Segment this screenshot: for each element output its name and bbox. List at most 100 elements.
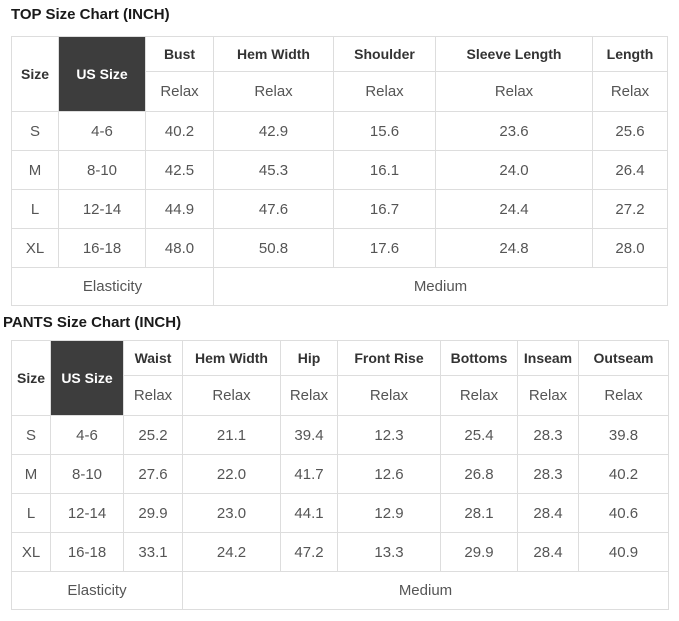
pants-cell-s-us-size: 4-6	[50, 415, 124, 455]
top-cell-l-bust: 44.9	[145, 189, 214, 229]
top-column-header-size: Size	[11, 36, 59, 112]
pants-header-row: Size US Size Waist Hem Width Hip Front Rise Bo…	[11, 340, 669, 416]
pants-cell-xl-waist: 33.1	[123, 532, 183, 572]
top-size-chart-table: Size US Size Bust Hem Width Shoulder Sleeve L…	[11, 36, 668, 306]
pants-elasticity-label: Elasticity	[11, 571, 183, 610]
top-elasticity-label: Elasticity	[11, 267, 214, 306]
top-cell-l-hem-width: 47.6	[213, 189, 334, 229]
pants-fit-cell-inseam: Relax	[517, 375, 579, 416]
pants-row-s: S 4-6 25.2 21.1 39.4 12.3 25.4 28.3 39.8	[11, 415, 669, 455]
top-cell-s-shoulder: 15.6	[333, 111, 436, 151]
pants-fit-cell-bottoms: Relax	[440, 375, 518, 416]
pants-cell-l-inseam: 28.4	[517, 493, 579, 533]
top-cell-s-bust: 40.2	[145, 111, 214, 151]
pants-fit-cell-outseam: Relax	[578, 375, 669, 416]
top-size-cell-l: L	[11, 189, 59, 229]
top-cell-s-length: 25.6	[592, 111, 668, 151]
top-cell-m-bust: 42.5	[145, 150, 214, 190]
pants-cell-m-waist: 27.6	[123, 454, 183, 494]
top-cell-xl-us-size: 16-18	[58, 228, 146, 268]
pants-cell-m-outseam: 40.2	[578, 454, 669, 494]
pants-size-cell-m: M	[11, 454, 51, 494]
pants-column-header-us-size: US Size	[50, 340, 124, 416]
top-size-cell-m: M	[11, 150, 59, 190]
top-size-chart-title: TOP Size Chart (INCH)	[11, 6, 170, 23]
pants-cell-s-bottoms: 25.4	[440, 415, 518, 455]
top-cell-m-us-size: 8-10	[58, 150, 146, 190]
pants-cell-xl-outseam: 40.9	[578, 532, 669, 572]
top-fit-cell-length: Relax	[592, 71, 668, 112]
pants-size-chart-title: PANTS Size Chart (INCH)	[3, 314, 182, 331]
top-elasticity-value: Medium	[213, 267, 668, 306]
pants-cell-l-us-size: 12-14	[50, 493, 124, 533]
top-cell-xl-shoulder: 17.6	[333, 228, 436, 268]
pants-cell-m-hem-width: 22.0	[182, 454, 281, 494]
top-cell-m-sleeve-length: 24.0	[435, 150, 593, 190]
pants-cell-l-bottoms: 28.1	[440, 493, 518, 533]
pants-size-cell-xl: XL	[11, 532, 51, 572]
top-cell-l-sleeve-length: 24.4	[435, 189, 593, 229]
pants-fit-cell-hip: Relax	[280, 375, 338, 416]
pants-elasticity-row: Elasticity Medium	[11, 571, 669, 610]
pants-fit-cell-waist: Relax	[123, 375, 183, 416]
top-column-header-shoulder: Shoulder	[333, 36, 436, 72]
pants-column-header-inseam: Inseam	[517, 340, 579, 376]
pants-cell-l-outseam: 40.6	[578, 493, 669, 533]
top-cell-l-us-size: 12-14	[58, 189, 146, 229]
pants-size-chart-table: Size US Size Waist Hem Width Hip Front Rise Bo…	[11, 340, 669, 610]
pants-fit-cell-front-rise: Relax	[337, 375, 441, 416]
top-header-row: Size US Size Bust Hem Width Shoulder Sleeve L…	[11, 36, 668, 112]
top-fit-cell-hem-width: Relax	[213, 71, 334, 112]
top-row-m: M 8-10 42.5 45.3 16.1 24.0 26.4	[11, 150, 668, 190]
pants-cell-m-inseam: 28.3	[517, 454, 579, 494]
pants-row-l: L 12-14 29.9 23.0 44.1 12.9 28.1 28.4 40.6	[11, 493, 669, 533]
pants-cell-m-us-size: 8-10	[50, 454, 124, 494]
pants-cell-l-waist: 29.9	[123, 493, 183, 533]
pants-column-header-size: Size	[11, 340, 51, 416]
pants-cell-xl-front-rise: 13.3	[337, 532, 441, 572]
pants-cell-s-front-rise: 12.3	[337, 415, 441, 455]
pants-cell-l-hem-width: 23.0	[182, 493, 281, 533]
pants-cell-m-hip: 41.7	[280, 454, 338, 494]
pants-column-header-hem-width: Hem Width	[182, 340, 281, 376]
top-fit-cell-shoulder: Relax	[333, 71, 436, 112]
pants-size-cell-l: L	[11, 493, 51, 533]
top-cell-s-us-size: 4-6	[58, 111, 146, 151]
top-size-cell-s: S	[11, 111, 59, 151]
pants-column-header-outseam: Outseam	[578, 340, 669, 376]
top-fit-row: Relax Relax Relax Relax Relax	[12, 71, 668, 112]
pants-cell-xl-us-size: 16-18	[50, 532, 124, 572]
pants-cell-s-hem-width: 21.1	[182, 415, 281, 455]
pants-fit-row: Relax Relax Relax Relax Relax Relax Relax	[12, 375, 669, 416]
pants-size-cell-s: S	[11, 415, 51, 455]
top-cell-s-hem-width: 42.9	[213, 111, 334, 151]
top-cell-l-length: 27.2	[592, 189, 668, 229]
pants-cell-xl-hip: 47.2	[280, 532, 338, 572]
top-cell-m-length: 26.4	[592, 150, 668, 190]
pants-cell-s-hip: 39.4	[280, 415, 338, 455]
pants-cell-xl-hem-width: 24.2	[182, 532, 281, 572]
pants-cell-s-inseam: 28.3	[517, 415, 579, 455]
pants-cell-l-hip: 44.1	[280, 493, 338, 533]
pants-column-header-front-rise: Front Rise	[337, 340, 441, 376]
top-size-cell-xl: XL	[11, 228, 59, 268]
pants-cell-s-outseam: 39.8	[578, 415, 669, 455]
pants-column-header-bottoms: Bottoms	[440, 340, 518, 376]
top-cell-xl-hem-width: 50.8	[213, 228, 334, 268]
pants-fit-cell-hem-width: Relax	[182, 375, 281, 416]
pants-row-m: M 8-10 27.6 22.0 41.7 12.6 26.8 28.3 40.2	[11, 454, 669, 494]
top-row-xl: XL 16-18 48.0 50.8 17.6 24.8 28.0	[11, 228, 668, 268]
pants-row-xl: XL 16-18 33.1 24.2 47.2 13.3 29.9 28.4 40.9	[11, 532, 669, 572]
top-column-header-bust: Bust	[145, 36, 214, 72]
top-cell-xl-sleeve-length: 24.8	[435, 228, 593, 268]
pants-column-header-waist: Waist	[123, 340, 183, 376]
pants-column-header-hip: Hip	[280, 340, 338, 376]
pants-cell-m-bottoms: 26.8	[440, 454, 518, 494]
pants-cell-m-front-rise: 12.6	[337, 454, 441, 494]
top-row-l: L 12-14 44.9 47.6 16.7 24.4 27.2	[11, 189, 668, 229]
top-cell-m-hem-width: 45.3	[213, 150, 334, 190]
top-column-header-us-size: US Size	[58, 36, 146, 112]
top-elasticity-row: Elasticity Medium	[11, 267, 668, 306]
top-row-s: S 4-6 40.2 42.9 15.6 23.6 25.6	[11, 111, 668, 151]
